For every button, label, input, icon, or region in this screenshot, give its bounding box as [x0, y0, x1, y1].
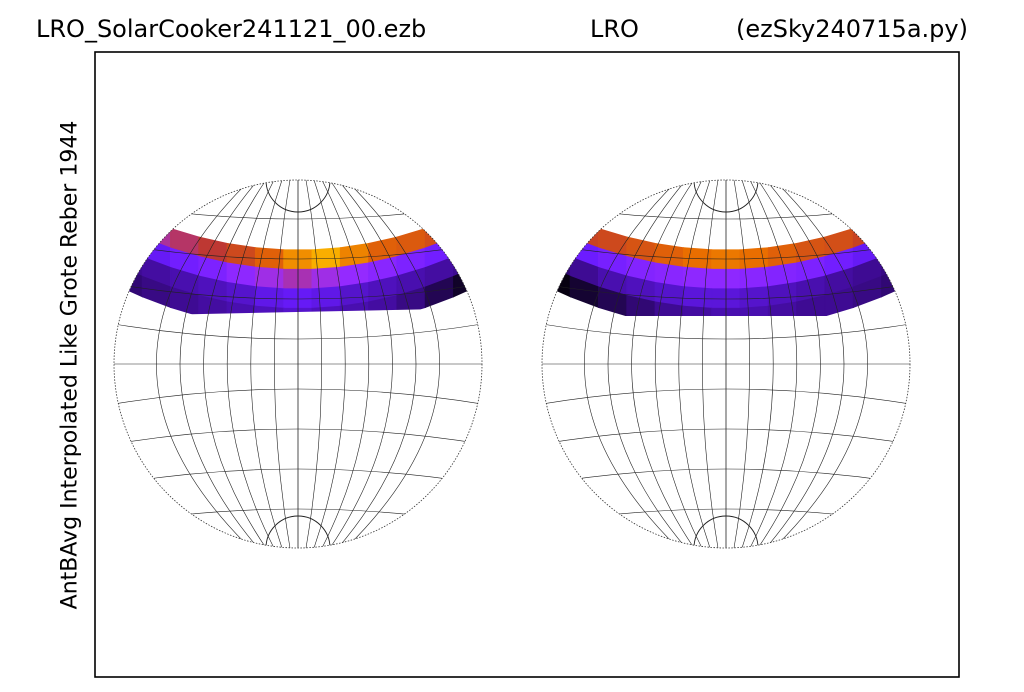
- hemisphere-outline: [113, 179, 483, 549]
- polar-cap-circle: [265, 515, 331, 548]
- heat-cell: [739, 286, 770, 310]
- grid-meridian: [313, 180, 346, 548]
- grid-meridian: [321, 180, 370, 548]
- grid-meridian: [274, 180, 291, 548]
- grid-meridian: [702, 180, 719, 548]
- title-station: LRO: [590, 15, 639, 43]
- grid-meridian: [773, 180, 868, 548]
- hemisphere-outlines: [113, 179, 911, 549]
- grid-meridian: [156, 180, 251, 548]
- heat-cell: [739, 266, 770, 291]
- grid-meridian: [329, 180, 393, 548]
- grid-meridian: [584, 180, 679, 548]
- polar-cap-circle: [265, 180, 331, 213]
- grid-meridian: [345, 180, 440, 548]
- grid-meridian: [733, 180, 750, 548]
- grid-meridian: [305, 180, 322, 548]
- grid-meridian: [749, 180, 798, 548]
- title-script: (ezSky240715a.py): [736, 15, 968, 43]
- heat-cell: [682, 286, 713, 310]
- grid-meridian: [741, 180, 774, 548]
- grid-meridian: [765, 180, 845, 548]
- hemisphere-right: [542, 180, 910, 548]
- grid-meridian: [203, 180, 267, 548]
- grid-meridian: [654, 180, 703, 548]
- heat-cell: [311, 266, 342, 291]
- heat-cell: [311, 286, 342, 310]
- hemisphere-outline: [541, 179, 911, 549]
- title-filename: LRO_SolarCooker241121_00.ezb: [36, 15, 427, 43]
- polar-cap-circle: [693, 515, 759, 548]
- heat-cell: [682, 266, 713, 291]
- grid-meridian: [678, 180, 711, 548]
- grid-meridian: [631, 180, 695, 548]
- grid-meridian: [226, 180, 275, 548]
- grid-meridian: [607, 180, 687, 548]
- heat-cell: [254, 266, 285, 291]
- grid-meridian: [337, 180, 417, 548]
- grid-meridian: [179, 180, 259, 548]
- grid-meridian: [250, 180, 283, 548]
- heat-cell: [254, 286, 285, 310]
- polar-cap-circle: [693, 180, 759, 213]
- grid-meridian: [757, 180, 821, 548]
